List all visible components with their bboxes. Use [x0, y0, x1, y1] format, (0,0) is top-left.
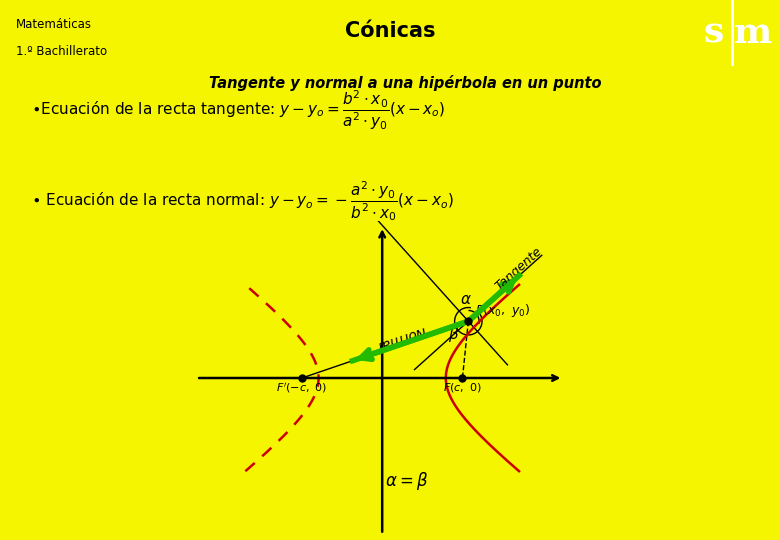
Text: Normal: Normal [375, 323, 427, 353]
Text: 1.º Bachillerato: 1.º Bachillerato [16, 45, 107, 58]
Text: Tangente: Tangente [493, 245, 544, 293]
Text: s: s [704, 16, 724, 50]
Text: m: m [734, 16, 772, 50]
Text: Matemáticas: Matemáticas [16, 18, 91, 31]
Text: $P(x_0,\ y_0)$: $P(x_0,\ y_0)$ [475, 302, 530, 319]
Text: $\alpha = \beta$: $\alpha = \beta$ [385, 470, 428, 491]
Text: Cónicas: Cónicas [345, 21, 435, 41]
Text: $\beta$: $\beta$ [448, 325, 459, 344]
Text: $\bullet$ Ecuación de la recta normal: $y - y_o = -\dfrac{a^2 \cdot y_0}{b^2 \cd: $\bullet$ Ecuación de la recta normal: $… [31, 179, 454, 222]
Text: $\bullet$Ecuación de la recta tangente: $y - y_o = \dfrac{b^2 \cdot x_0}{a^2 \cd: $\bullet$Ecuación de la recta tangente: … [31, 89, 445, 132]
Text: $F'(-c,\ 0)$: $F'(-c,\ 0)$ [276, 381, 328, 395]
Text: Tangente y normal a una hipérbola en un punto: Tangente y normal a una hipérbola en un … [209, 75, 602, 91]
Text: $\alpha$: $\alpha$ [460, 292, 473, 307]
Text: $F(c,\ 0)$: $F(c,\ 0)$ [443, 381, 482, 394]
